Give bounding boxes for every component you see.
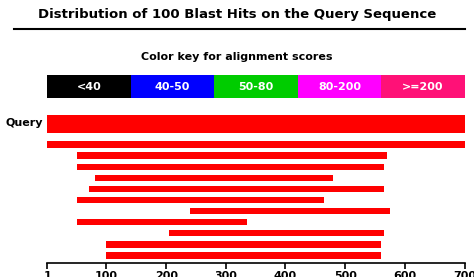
Bar: [77, 152, 387, 159]
Bar: [77, 197, 324, 203]
Text: 50-80: 50-80: [238, 81, 273, 92]
Bar: [77, 163, 384, 170]
Text: 40-50: 40-50: [155, 81, 190, 92]
Bar: [381, 75, 465, 98]
Text: 80-200: 80-200: [318, 81, 361, 92]
Text: Color key for alignment scores: Color key for alignment scores: [141, 52, 333, 62]
Bar: [77, 219, 246, 225]
Bar: [89, 186, 384, 192]
Text: Distribution of 100 Blast Hits on the Query Sequence: Distribution of 100 Blast Hits on the Qu…: [38, 8, 436, 21]
Bar: [169, 230, 384, 237]
Text: <40: <40: [77, 81, 101, 92]
Text: >=200: >=200: [402, 81, 444, 92]
Bar: [107, 252, 381, 259]
Bar: [47, 141, 465, 148]
Bar: [107, 241, 381, 248]
Text: Query: Query: [5, 118, 43, 128]
Bar: [190, 208, 390, 214]
Bar: [131, 75, 214, 98]
Bar: [94, 175, 333, 181]
Bar: [298, 75, 381, 98]
Bar: [47, 75, 131, 98]
Bar: [214, 75, 298, 98]
